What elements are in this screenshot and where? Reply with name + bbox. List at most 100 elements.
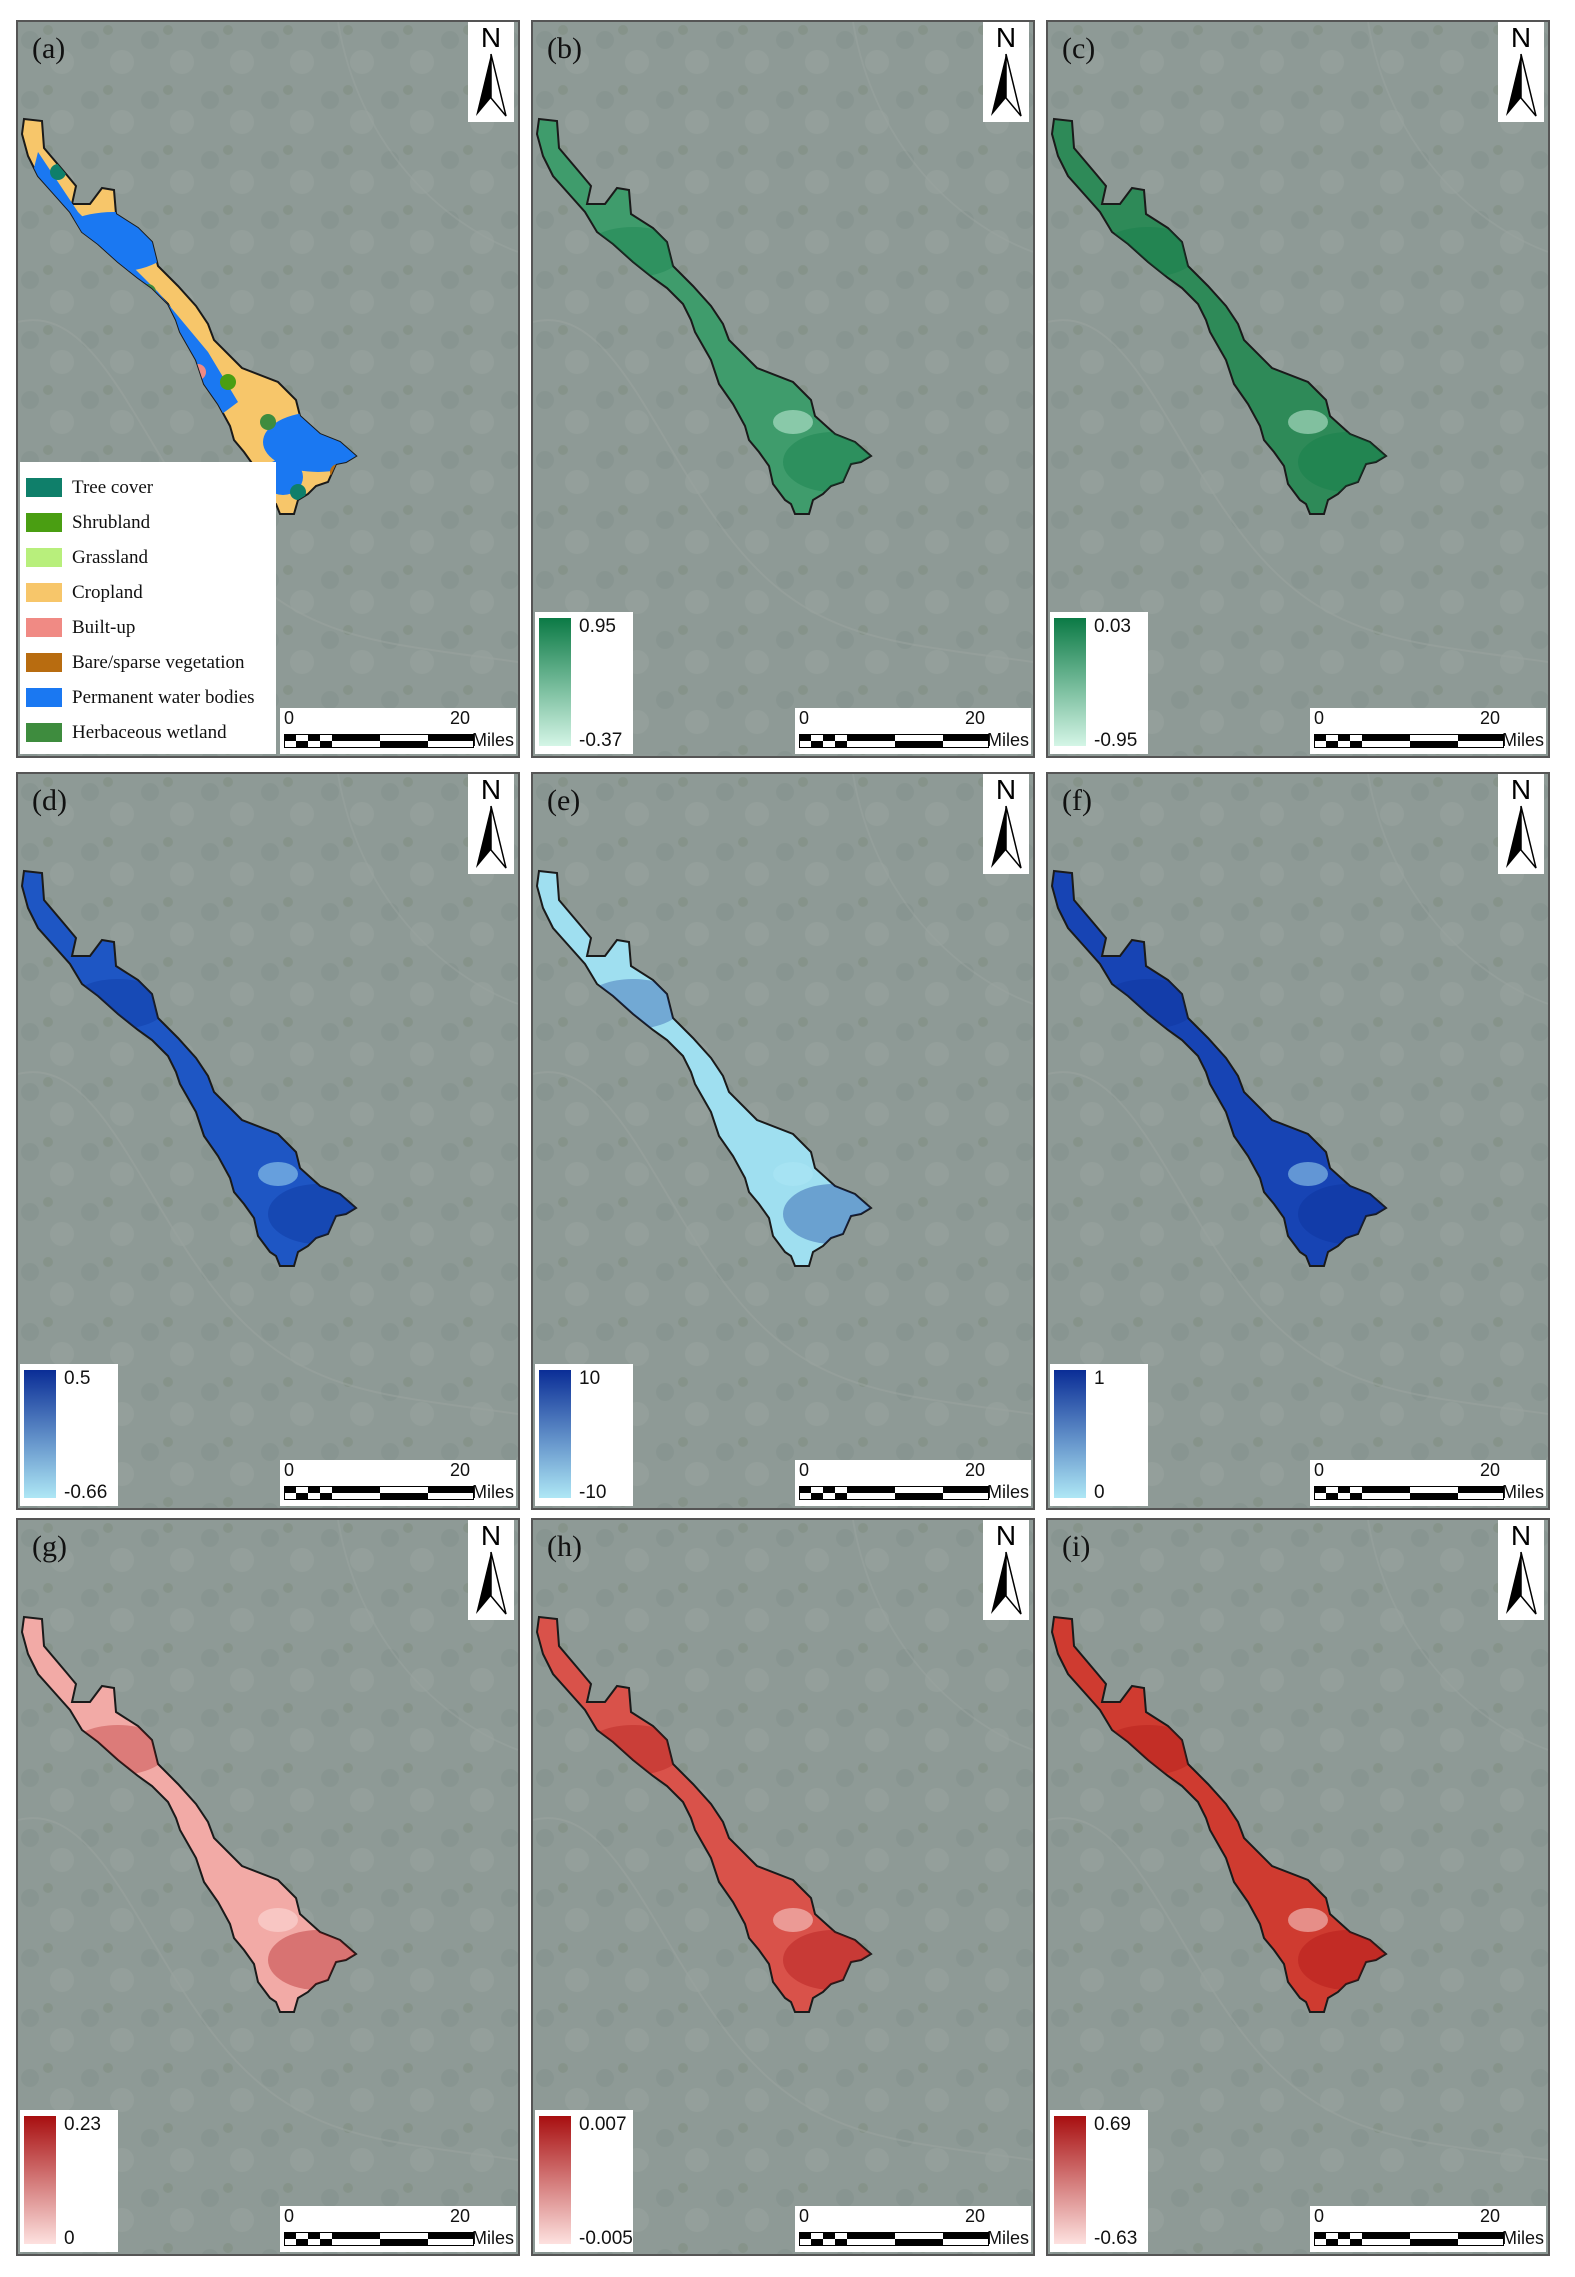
scale-unit-label: Miles — [1501, 1482, 1544, 1502]
scale-unit-label: Miles — [1501, 730, 1544, 750]
north-label: N — [1510, 22, 1532, 53]
panel-label: (a) — [32, 32, 66, 65]
landcover-patch — [290, 484, 306, 500]
scale-unit-label: Miles — [471, 730, 514, 750]
scale-bar-graphic — [799, 734, 989, 748]
raster-variation — [773, 1162, 813, 1186]
ramp-max-label: 0.95 — [579, 616, 616, 637]
color-ramp-bar — [1054, 618, 1086, 746]
map-panel: (a) N Tree cover Shrubland Grassland Cropland… — [16, 20, 520, 758]
scale-end-label: 20 — [965, 1460, 986, 1480]
color-ramp-bar — [24, 1370, 56, 1498]
legend-label: Herbaceous wetland — [72, 721, 227, 743]
map-panel: (i) N 0.69 -0.63 0 20 Miles — [1046, 1518, 1550, 2256]
landcover-patch — [220, 374, 236, 390]
legend-swatch — [26, 653, 62, 672]
basemap-road — [533, 319, 1033, 663]
legend-item: Bare/sparse vegetation — [26, 645, 270, 680]
study-area-outline — [20, 1615, 358, 2013]
legend-swatch — [26, 583, 62, 602]
raster-variation — [1288, 410, 1328, 434]
legend-swatch — [26, 478, 62, 497]
basemap-road — [852, 1520, 1033, 1751]
map-panel: (h) N 0.007 -0.005 0 20 Miles — [531, 1518, 1035, 2256]
map-panel: (f) N 1 0 0 20 Miles — [1046, 772, 1550, 1510]
north-arrow-icon — [991, 1551, 1022, 1615]
ramp-max-label: 1 — [1094, 1368, 1105, 1389]
scale-bar-graphic — [1314, 2232, 1504, 2246]
basemap-road — [533, 1071, 1033, 1415]
north-arrow-icon — [476, 805, 507, 869]
raster-variation — [1288, 1908, 1328, 1932]
basemap-road — [852, 22, 1033, 253]
ramp-min-label: -0.66 — [64, 1482, 108, 1503]
north-label: N — [1510, 774, 1532, 805]
panel-label: (f) — [1062, 784, 1092, 817]
color-ramp-legend: 0.23 0 — [20, 2110, 118, 2252]
scale-start-label: 0 — [284, 2206, 295, 2226]
north-arrow-icon — [991, 53, 1022, 117]
scale-end-label: 20 — [965, 2206, 986, 2226]
map-panel: (e) N 10 -10 0 20 Miles — [531, 772, 1035, 1510]
legend-swatch — [26, 618, 62, 637]
basemap-road — [18, 1071, 518, 1415]
panel-label: (g) — [32, 1530, 67, 1563]
legend-swatch — [26, 688, 62, 707]
north-arrow: N — [983, 1520, 1029, 1620]
ramp-min-label: -0.005 — [579, 2228, 633, 2249]
scale-unit-label: Miles — [986, 1482, 1029, 1502]
scale-bar: 0 20 Miles — [795, 1460, 1031, 1506]
north-arrow: N — [468, 774, 514, 874]
legend-item: Tree cover — [26, 470, 270, 505]
north-label: N — [1510, 1520, 1532, 1551]
north-arrow-icon — [1506, 53, 1537, 117]
raster-variation — [258, 1908, 298, 1932]
color-ramp-legend: 0.007 -0.005 — [535, 2110, 633, 2252]
basemap-road — [852, 774, 1033, 1005]
scale-bar: 0 20 Miles — [280, 1460, 516, 1506]
north-arrow-icon — [991, 805, 1022, 869]
scale-end-label: 20 — [450, 1460, 471, 1480]
study-area-outline — [535, 869, 873, 1267]
scale-bar: 0 20 Miles — [1310, 2206, 1546, 2252]
north-arrow-icon — [1506, 1551, 1537, 1615]
north-label: N — [480, 774, 502, 805]
legend-label: Grassland — [72, 546, 148, 568]
scale-bar-graphic — [284, 1486, 474, 1500]
scale-start-label: 0 — [799, 1460, 810, 1480]
north-label: N — [480, 22, 502, 53]
scale-bar-graphic — [1314, 734, 1504, 748]
panel-label: (b) — [547, 32, 582, 65]
north-arrow: N — [983, 22, 1029, 122]
scale-bar: 0 20 Miles — [280, 708, 516, 754]
basemap-road — [1367, 774, 1548, 1005]
north-arrow: N — [1498, 774, 1544, 874]
basemap-road — [337, 1520, 518, 1751]
map-panel: (d) N 0.5 -0.66 0 20 Miles — [16, 772, 520, 1510]
study-area-outline — [1050, 869, 1388, 1267]
raster-variation — [773, 1908, 813, 1932]
legend-item: Cropland — [26, 575, 270, 610]
ramp-min-label: -0.63 — [1094, 2228, 1138, 2249]
color-ramp-bar — [539, 618, 571, 746]
scale-end-label: 20 — [450, 2206, 471, 2226]
legend-label: Tree cover — [72, 476, 154, 498]
scale-bar-graphic — [284, 734, 474, 748]
scale-bar: 0 20 Miles — [280, 2206, 516, 2252]
north-arrow-icon — [476, 1551, 507, 1615]
landcover-legend: Tree cover Shrubland Grassland Cropland Buil… — [20, 462, 276, 754]
study-area-outline — [1050, 117, 1388, 515]
basemap-road — [1048, 319, 1548, 663]
map-canvas — [1048, 22, 1548, 756]
color-ramp-legend: 10 -10 — [535, 1364, 633, 1506]
legend-swatch — [26, 723, 62, 742]
basemap-road — [1367, 22, 1548, 253]
north-label: N — [995, 22, 1017, 53]
study-area-outline — [20, 869, 358, 1267]
scale-bar-graphic — [799, 1486, 989, 1500]
legend-label: Bare/sparse vegetation — [72, 651, 245, 673]
panel-label: (h) — [547, 1530, 582, 1563]
scale-start-label: 0 — [1314, 2206, 1325, 2226]
ramp-min-label: 0 — [64, 2228, 75, 2249]
basemap-road — [1048, 1817, 1548, 2161]
